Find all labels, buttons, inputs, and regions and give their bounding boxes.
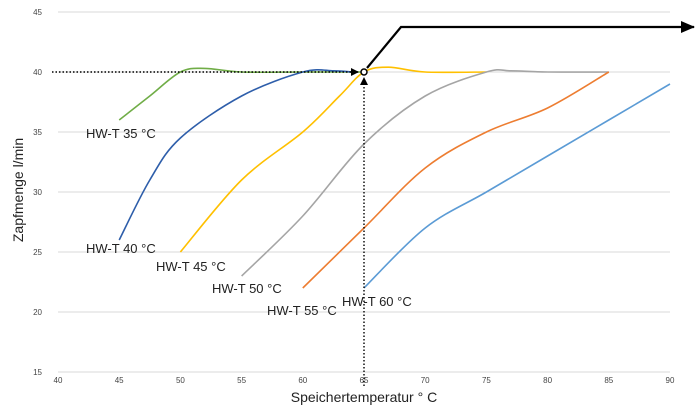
y-tick-label: 35 [33, 128, 42, 137]
y-tick-label: 20 [33, 308, 42, 317]
y-tick-label: 30 [33, 188, 42, 197]
series-label: HW-T 35 °C [86, 126, 156, 141]
series-line-2 [118, 68, 352, 241]
y-axis-title: Zapfmenge l/min [10, 138, 26, 242]
series-line-4 [241, 68, 609, 277]
x-tick-labels: 40 45 50 55 60 65 70 75 80 85 90 [54, 376, 675, 385]
series-label: HW-T 55 °C [267, 303, 337, 318]
x-tick-label: 65 [360, 376, 369, 385]
x-tick-label: 85 [604, 376, 613, 385]
series-line-3 [179, 66, 487, 253]
y-tick-label: 40 [33, 68, 42, 77]
y-tick-label: 15 [33, 368, 42, 377]
x-tick-label: 40 [54, 376, 63, 385]
series-line-5 [302, 71, 610, 289]
x-tick-label: 45 [115, 376, 124, 385]
operating-point-marker [360, 68, 368, 76]
y-tick-labels: 15 20 25 30 35 40 45 [33, 8, 42, 377]
series-label: HW-T 60 °C [342, 294, 412, 309]
series-label: HW-T 40 °C [86, 241, 156, 256]
x-tick-label: 70 [421, 376, 430, 385]
series-label: HW-T 50 °C [212, 281, 282, 296]
x-tick-label: 80 [543, 376, 552, 385]
x-tick-label: 90 [666, 376, 675, 385]
annotations [52, 21, 695, 386]
x-tick-label: 60 [298, 376, 307, 385]
x-tick-label: 55 [237, 376, 246, 385]
x-axis-title: Speichertemperatur ° C [291, 389, 437, 405]
x-tick-label: 75 [482, 376, 491, 385]
series-label: HW-T 45 °C [156, 259, 226, 274]
y-tick-label: 25 [33, 248, 42, 257]
series-line-1 [118, 67, 364, 121]
x-tick-label: 50 [176, 376, 185, 385]
result-arrow [366, 21, 695, 69]
series-lines [118, 66, 671, 289]
series-labels: HW-T 35 °C HW-T 40 °CHW-T 45 °C HW-T 50 °C… [86, 126, 412, 318]
series-line-6 [363, 83, 671, 289]
y-tick-label: 45 [33, 8, 42, 17]
